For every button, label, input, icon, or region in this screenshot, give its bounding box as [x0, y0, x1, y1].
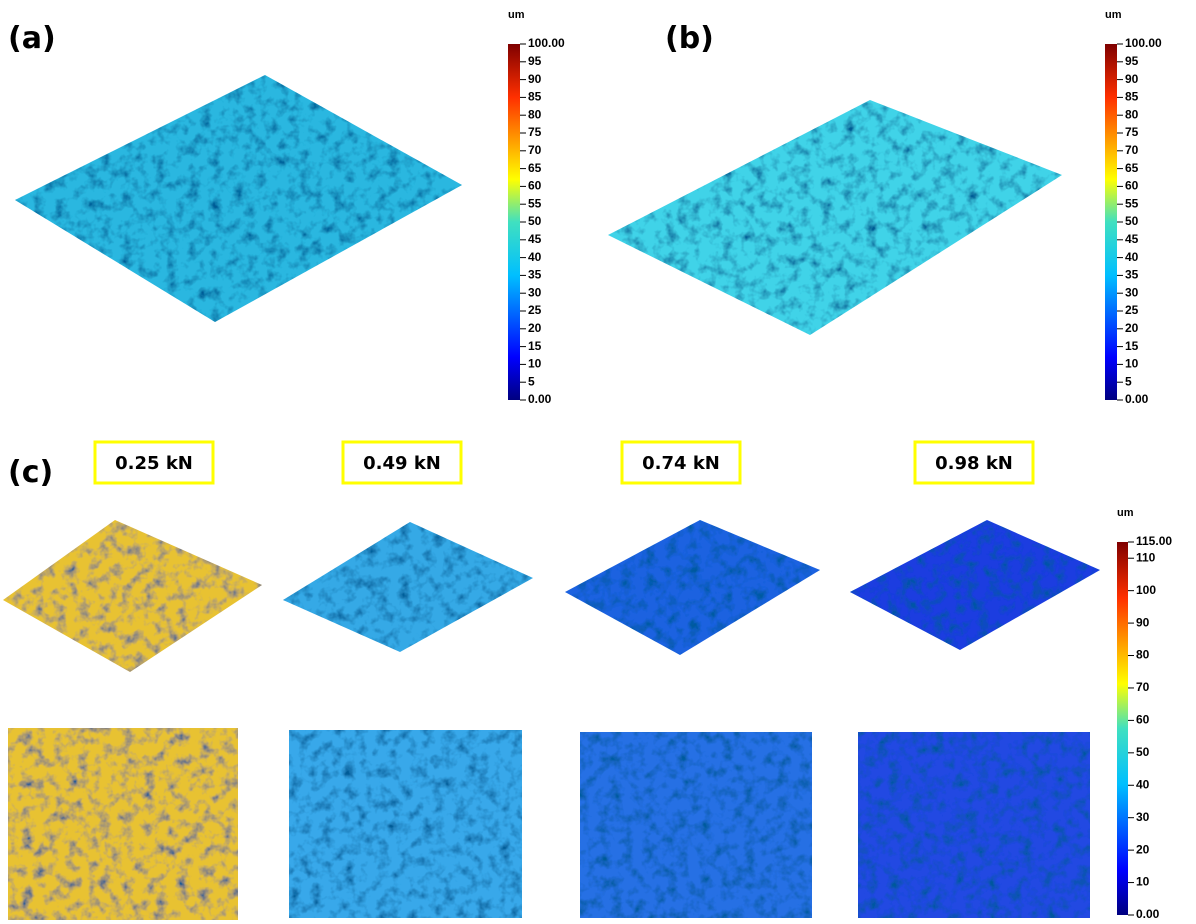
- panel-label: (b): [665, 21, 714, 56]
- colorbar-tick-label: 70: [1136, 680, 1150, 694]
- colorbar-tick-label: 0.00: [1125, 392, 1149, 406]
- surface-map: [8, 728, 238, 920]
- colorbar-tick-label: 40: [1125, 250, 1139, 264]
- colorbar-tick-label: 25: [528, 303, 542, 317]
- colorbar-tick-label: 60: [528, 179, 542, 193]
- colorbar-tick-label: 40: [1136, 777, 1150, 791]
- colorbar: [508, 44, 520, 400]
- panel-label: (a): [8, 21, 56, 56]
- colorbar-tick-label: 45: [528, 232, 542, 246]
- colorbar-tick-label: 90: [1136, 615, 1150, 629]
- colorbar-tick-label: 85: [1125, 90, 1139, 104]
- colorbar-tick-label: 30: [1125, 285, 1139, 299]
- colorbar-tick-label: 65: [1125, 161, 1139, 175]
- colorbar-tick-label: 50: [1136, 745, 1150, 759]
- colorbar-tick-label: 80: [1125, 107, 1139, 121]
- colorbar-tick-label: 90: [1125, 72, 1139, 86]
- colorbar-tick-label: 75: [528, 125, 542, 139]
- colorbar-unit: um: [1117, 507, 1134, 519]
- surface-3d: [565, 520, 820, 655]
- colorbar-tick-label: 10: [1125, 357, 1139, 371]
- surface-3d: [3, 520, 262, 672]
- colorbar-tick-label: 50: [1125, 214, 1139, 228]
- panel-label: (c): [8, 455, 53, 490]
- colorbar-tick-label: 90: [528, 72, 542, 86]
- colorbar-tick-label: 80: [1136, 648, 1150, 662]
- surface-map: [580, 732, 812, 918]
- colorbar-tick-label: 100.00: [1125, 36, 1162, 50]
- colorbar-tick-label: 20: [528, 321, 542, 335]
- surface-a: [15, 75, 462, 322]
- colorbar-tick-label: 65: [528, 161, 542, 175]
- colorbar-tick-label: 115.00: [1136, 534, 1172, 548]
- colorbar-tick-label: 55: [528, 196, 542, 210]
- colorbar-tick-label: 95: [1125, 54, 1139, 68]
- colorbar-tick-label: 0.00: [1136, 907, 1160, 921]
- colorbar-tick-label: 50: [528, 214, 542, 228]
- colorbar-tick-label: 100.00: [528, 36, 565, 50]
- colorbar-tick-label: 5: [1125, 374, 1132, 388]
- surface-3d: [850, 520, 1100, 650]
- colorbar-tick-label: 10: [1136, 875, 1150, 889]
- colorbar-tick-label: 55: [1125, 196, 1139, 210]
- surface-map: [289, 730, 522, 918]
- load-label: 0.74 kN: [642, 453, 720, 474]
- colorbar-tick-label: 40: [528, 250, 542, 264]
- colorbar-tick-label: 15: [528, 339, 542, 353]
- colorbar-tick-label: 20: [1136, 842, 1150, 856]
- colorbar-tick-label: 20: [1125, 321, 1139, 335]
- colorbar-tick-label: 30: [1136, 810, 1150, 824]
- colorbar-tick-label: 75: [1125, 125, 1139, 139]
- load-label: 0.49 kN: [363, 453, 441, 474]
- colorbar-tick-label: 5: [528, 374, 535, 388]
- figure: (a) (b) (c) 0.25 kN 0.49 kN 0.74 kN 0.98…: [0, 0, 1196, 924]
- surface-map: [858, 732, 1090, 918]
- colorbar-tick-label: 85: [528, 90, 542, 104]
- surface-3d: [283, 522, 533, 652]
- colorbar: [1117, 542, 1128, 915]
- colorbar-tick-label: 35: [528, 268, 542, 282]
- colorbar-tick-label: 100: [1136, 583, 1156, 597]
- colorbar: [1105, 44, 1117, 400]
- surfaces: [3, 75, 1100, 920]
- colorbar-tick-label: 60: [1125, 179, 1139, 193]
- load-label: 0.98 kN: [935, 453, 1013, 474]
- colorbar-unit: um: [508, 9, 525, 21]
- colorbar-tick-label: 110: [1136, 550, 1156, 564]
- colorbar-tick-label: 25: [1125, 303, 1139, 317]
- colorbar-tick-label: 95: [528, 54, 542, 68]
- colorbar-tick-label: 80: [528, 107, 542, 121]
- colorbar-tick-label: 70: [1125, 143, 1139, 157]
- colorbar-tick-label: 70: [528, 143, 542, 157]
- colorbar-tick-label: 10: [528, 357, 542, 371]
- colorbar-unit: um: [1105, 9, 1122, 21]
- colorbar-tick-label: 60: [1136, 713, 1150, 727]
- colorbar-tick-label: 0.00: [528, 392, 552, 406]
- load-label: 0.25 kN: [115, 453, 193, 474]
- colorbar-tick-label: 45: [1125, 232, 1139, 246]
- colorbar-tick-label: 30: [528, 285, 542, 299]
- colorbar-tick-label: 15: [1125, 339, 1139, 353]
- colorbar-tick-label: 35: [1125, 268, 1139, 282]
- surface-b: [608, 100, 1062, 335]
